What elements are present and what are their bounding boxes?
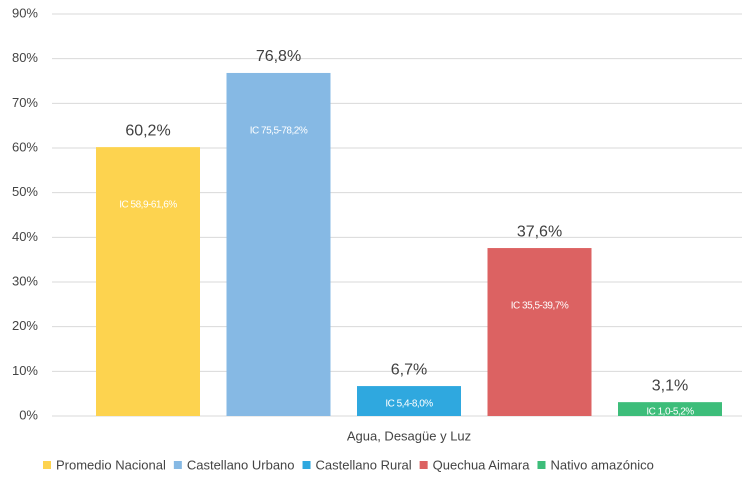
ci-label: IC 1,0-5,2%: [646, 407, 694, 418]
y-tick-label: 70%: [12, 95, 38, 110]
value-label: 6,7%: [391, 361, 427, 378]
bar: [357, 386, 461, 416]
y-tick-label: 10%: [12, 363, 38, 378]
value-label: 76,8%: [256, 48, 301, 65]
legend-label: Nativo amazónico: [550, 457, 653, 472]
ci-label: IC 75,5-78,2%: [250, 126, 308, 137]
y-tick-label: 50%: [12, 184, 38, 199]
ci-label: IC 35,5-39,7%: [511, 301, 569, 312]
value-label: 3,1%: [652, 377, 688, 394]
bar: [226, 72, 331, 417]
y-tick-label: 90%: [12, 5, 38, 20]
ci-label: IC 58,9-61,6%: [119, 200, 177, 211]
legend-swatch: [43, 461, 51, 469]
value-label: 60,2%: [125, 122, 170, 139]
y-tick-label: 80%: [12, 50, 38, 65]
ci-label: IC 5,4-8,0%: [385, 399, 433, 410]
x-tick-label: Agua, Desagüe y Luz: [347, 428, 471, 443]
legend-label: Quechua Aimara: [433, 457, 531, 472]
bar: [618, 402, 722, 416]
legend-swatch: [302, 461, 311, 469]
bar: [96, 147, 200, 416]
legend-label: Castellano Rural: [316, 457, 412, 472]
y-tick-label: 20%: [12, 318, 38, 333]
value-label: 37,6%: [517, 223, 562, 240]
legend-swatch: [537, 461, 546, 469]
legend-label: Castellano Urbano: [187, 457, 295, 472]
y-tick-label: 60%: [12, 139, 38, 154]
legend-swatch: [173, 461, 182, 469]
bar: [487, 248, 592, 416]
y-tick-label: 40%: [12, 229, 38, 244]
legend-label: Promedio Nacional: [56, 457, 166, 472]
y-tick-label: 30%: [12, 273, 38, 288]
y-tick-label: 0%: [19, 407, 38, 422]
legend-swatch: [419, 461, 428, 469]
